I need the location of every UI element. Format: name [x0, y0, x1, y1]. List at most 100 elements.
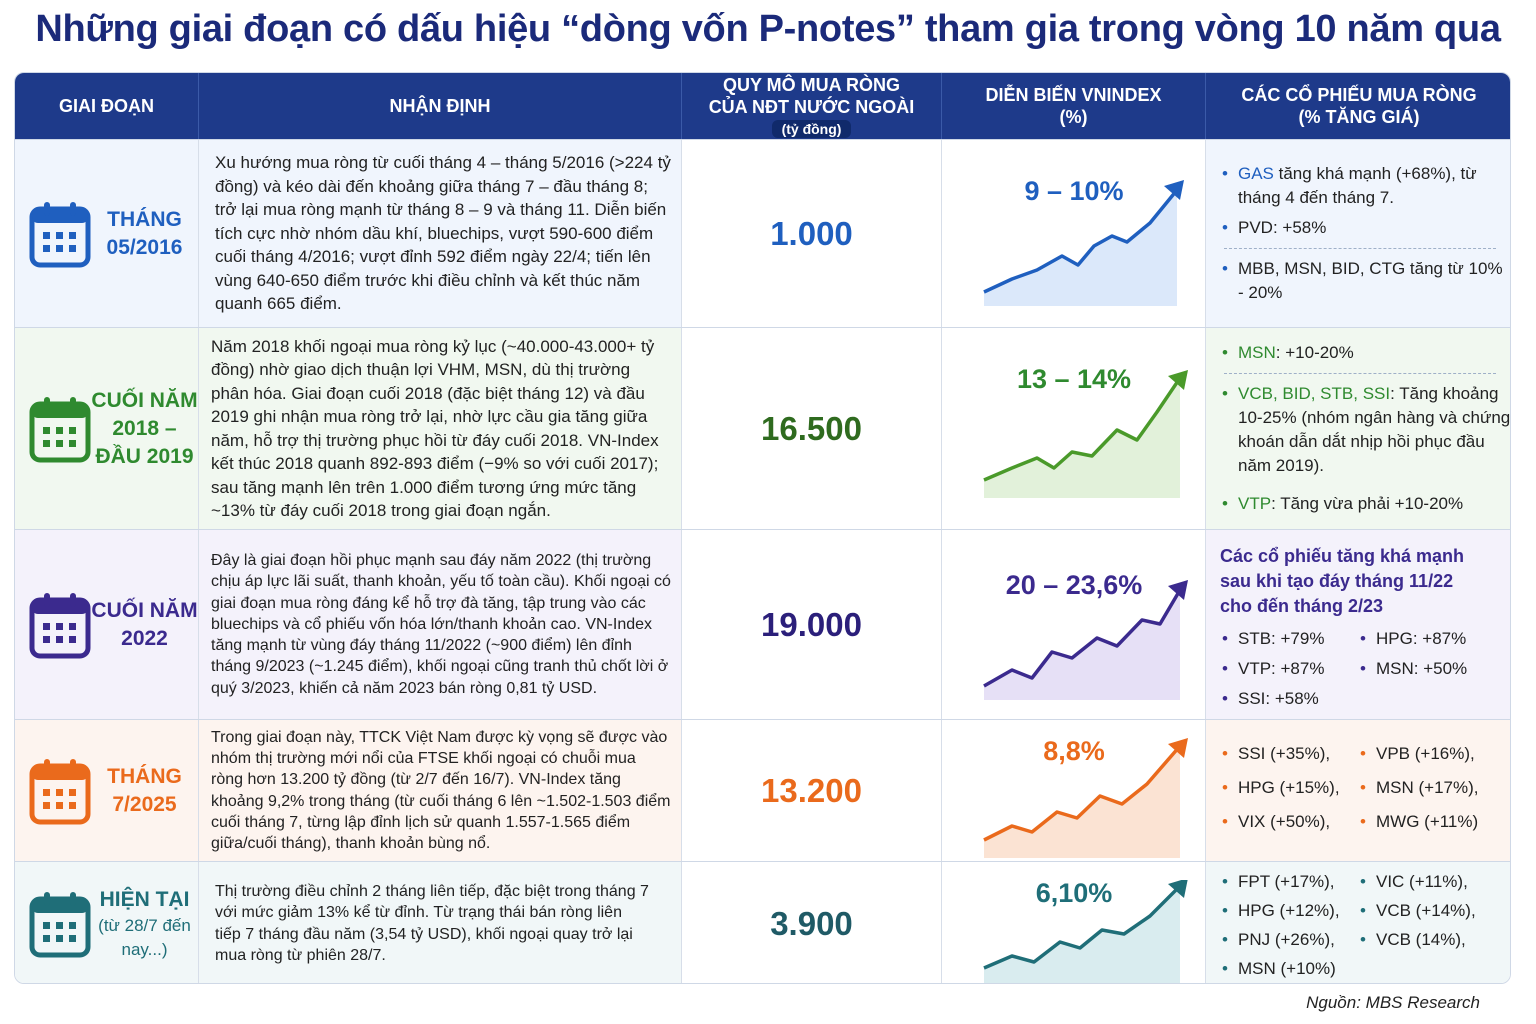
- stock-detail: VCB (14%),: [1376, 930, 1466, 949]
- stock-detail: HPG: +87%: [1376, 629, 1467, 648]
- stock-item: • VTP: Tăng vừa phải +10-20%: [1222, 494, 1464, 513]
- period-line: 2018 –: [112, 416, 177, 440]
- page-title: Những giai đoạn có dấu hiệu “dòng vốn P-…: [35, 8, 1501, 50]
- stock-item: • VIX (+50%),: [1222, 812, 1331, 831]
- stock-detail: MSN: +50%: [1376, 659, 1468, 678]
- stock-detail: VTP: +87%: [1238, 659, 1325, 678]
- vnindex-cell: 13 – 14%: [942, 328, 1206, 529]
- stock-detail: SSI (+35%),: [1238, 744, 1331, 763]
- stock-detail: : +10-20%: [1275, 343, 1354, 362]
- divider: [1224, 373, 1496, 374]
- stock-detail: PVD: +58%: [1238, 218, 1327, 237]
- assessment-cell: Thị trường điều chỉnh 2 tháng liên tiếp,…: [199, 862, 682, 983]
- header-stocks-line2: (% TĂNG GIÁ): [1298, 107, 1420, 127]
- stock-name: MSN: [1238, 343, 1276, 362]
- table-row: HIỆN TẠI (từ 28/7 đến nay...) Thị trường…: [15, 861, 1510, 983]
- period-cell: HIỆN TẠI (từ 28/7 đến nay...): [15, 862, 199, 983]
- header-period: GIAI ĐOẠN: [15, 73, 199, 139]
- period-label: THÁNG 7/2025: [91, 763, 198, 819]
- header-net-buy: QUY MÔ MUA RÒNG CỦA NĐT NƯỚC NGOÀI (tỷ đ…: [682, 73, 942, 139]
- vnindex-cell: 8,8%: [942, 720, 1206, 861]
- calendar-icon: [29, 758, 91, 824]
- stock-detail: VIC (+11%),: [1376, 872, 1468, 891]
- table-row: THÁNG 7/2025 Trong giai đoạn này, TTCK V…: [15, 719, 1510, 861]
- net-buy-value: 16.500: [761, 409, 862, 447]
- stock-detail: : Tăng vừa phải +10-20%: [1271, 494, 1464, 513]
- assessment-cell: Xu hướng mua ròng từ cuối tháng 4 – thán…: [199, 140, 682, 327]
- divider: [1224, 248, 1496, 249]
- period-line: CUỐI NĂM: [91, 388, 198, 412]
- stock-item: • STB: +79%: [1222, 629, 1325, 648]
- trend-up-icon: [983, 580, 1188, 700]
- trend-up-icon: [983, 180, 1184, 306]
- stock-item: • MSN (+17%),: [1360, 778, 1479, 797]
- stocks-note-line: Các cổ phiếu tăng khá mạnh: [1220, 546, 1465, 566]
- net-buy-cell: 1.000: [682, 140, 942, 327]
- stock-detail: HPG (+12%),: [1238, 901, 1340, 920]
- vnindex-change: 6,10%: [1035, 878, 1113, 908]
- stock-item: • MWG (+11%): [1360, 812, 1479, 831]
- period-cell: CUỐI NĂM 2022: [15, 530, 199, 719]
- stock-item: • MSN (+10%): [1222, 959, 1336, 978]
- assessment-cell: Đây là giai đoạn hồi phục mạnh sau đáy n…: [199, 530, 682, 719]
- stock-item: • VCB (14%),: [1360, 930, 1466, 949]
- net-buy-cell: 13.200: [682, 720, 942, 861]
- stock-detail: : Tăng khoảng 10-25% (nhóm ngân hàng và …: [1238, 384, 1511, 475]
- stock-detail: VPB (+16%),: [1376, 744, 1475, 763]
- stocks-note-line: cho đến tháng 2/23: [1220, 596, 1384, 616]
- stock-detail: VCB (+14%),: [1376, 901, 1476, 920]
- header-net-buy-line1: QUY MÔ MUA RÒNG: [722, 75, 900, 95]
- stock-item: • VPB (+16%),: [1360, 744, 1475, 763]
- stock-item: • VCB, BID, STB, SSI: Tăng khoảng 10-25% …: [1222, 384, 1511, 475]
- stock-item: • PNJ (+26%),: [1222, 930, 1335, 949]
- table-row: THÁNG 05/2016 Xu hướng mua ròng từ cuối …: [15, 139, 1510, 327]
- period-cell: THÁNG 05/2016: [15, 140, 199, 327]
- net-buy-cell: 19.000: [682, 530, 942, 719]
- header-stocks-line1: CÁC CỔ PHIẾU MUA RÒNG: [1241, 85, 1477, 105]
- stock-name: VCB, BID, STB, SSI: [1238, 384, 1391, 403]
- period-label: THÁNG 05/2016: [91, 206, 198, 262]
- period-label: CUỐI NĂM 2022: [91, 597, 198, 653]
- stock-item: • MBB, MSN, BID, CTG tăng từ 10% - 20%: [1222, 259, 1503, 302]
- stock-item: • MSN: +50%: [1360, 659, 1468, 678]
- assessment-cell: Trong giai đoạn này, TTCK Việt Nam được …: [199, 720, 682, 861]
- stock-item: • HPG (+12%),: [1222, 901, 1340, 920]
- stock-item: • HPG: +87%: [1360, 629, 1467, 648]
- period-line: HIỆN TẠI: [99, 887, 190, 911]
- assessment-text: Xu hướng mua ròng từ cuối tháng 4 – thán…: [215, 153, 671, 314]
- assessment-text: Thị trường điều chỉnh 2 tháng liên tiếp,…: [215, 882, 649, 964]
- stocks-note-line: sau khi tạo đáy tháng 11/22: [1220, 571, 1454, 591]
- header-vnindex: DIỄN BIẾN VNINDEX (%): [942, 73, 1206, 139]
- vnindex-change: 13 – 14%: [1016, 364, 1132, 394]
- header-assessment: NHẬN ĐỊNH: [199, 73, 682, 139]
- header-period-label: GIAI ĐOẠN: [58, 96, 154, 116]
- stock-detail: VIX (+50%),: [1238, 812, 1331, 831]
- stock-detail: SSI: +58%: [1238, 689, 1319, 708]
- stock-item: • VTP: +87%: [1222, 659, 1325, 678]
- stock-detail: FPT (+17%),: [1238, 872, 1335, 891]
- period-line: THÁNG: [107, 764, 182, 788]
- stock-detail: PNJ (+26%),: [1238, 930, 1335, 949]
- stock-item: • GAS tăng khá mạnh (+68%), từ tháng 4 đế…: [1222, 164, 1477, 207]
- header-stocks: CÁC CỔ PHIẾU MUA RÒNG (% TĂNG GIÁ): [1206, 73, 1510, 139]
- net-buy-cell: 3.900: [682, 862, 942, 983]
- header-net-buy-unit: (tỷ đồng): [771, 120, 852, 138]
- stock-item: • VIC (+11%),: [1360, 872, 1468, 891]
- trend-up-icon: [983, 370, 1188, 498]
- stock-item: • VCB (+14%),: [1360, 901, 1476, 920]
- stock-item: • SSI (+35%),: [1222, 744, 1331, 763]
- stock-detail: MSN (+17%),: [1376, 778, 1479, 797]
- header-vnindex-line2: (%): [1059, 107, 1088, 127]
- stock-detail: MWG (+11%): [1376, 812, 1479, 831]
- net-buy-value: 3.900: [770, 904, 853, 942]
- stock-name: GAS: [1238, 164, 1274, 183]
- header-assessment-label: NHẬN ĐỊNH: [389, 96, 491, 116]
- stock-detail: STB: +79%: [1238, 629, 1325, 648]
- vnindex-change: 9 – 10%: [1024, 176, 1124, 206]
- stock-name: VTP: [1238, 494, 1272, 513]
- period-line: THÁNG: [107, 207, 182, 231]
- net-buy-cell: 16.500: [682, 328, 942, 529]
- period-line: nay...): [121, 939, 168, 959]
- header-vnindex-line1: DIỄN BIẾN VNINDEX: [985, 85, 1162, 105]
- pnotes-table: GIAI ĐOẠN NHẬN ĐỊNH QUY MÔ MUA RÒNG CỦA …: [14, 72, 1511, 984]
